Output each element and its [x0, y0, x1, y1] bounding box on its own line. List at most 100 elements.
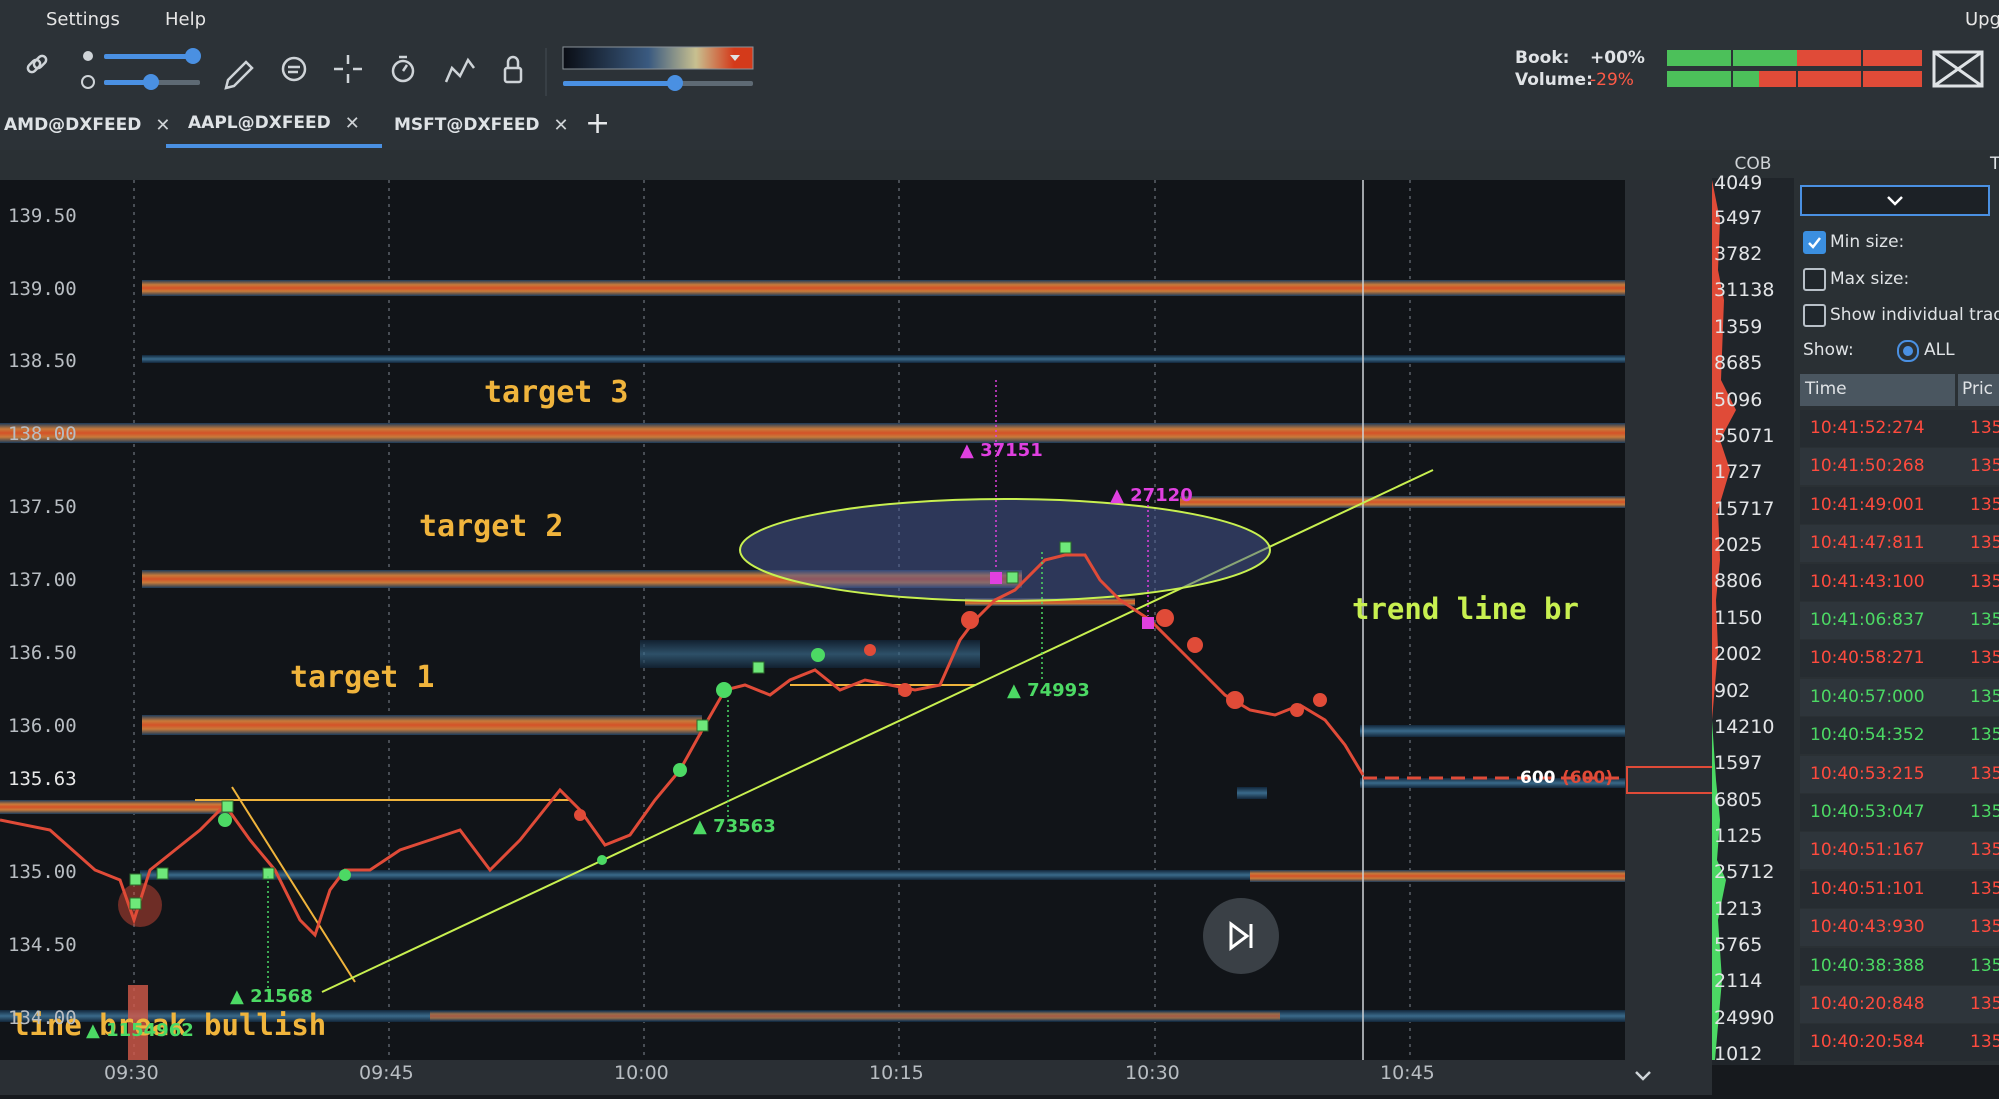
chart-header-strip	[0, 150, 1712, 180]
trade-time: 10:40:54:352	[1810, 725, 1925, 746]
trade-row[interactable]: 10:41:06:837 135	[1800, 602, 1999, 639]
cob-value: 3782	[1714, 243, 1763, 265]
toolbar-icons	[26, 46, 1984, 96]
close-icon[interactable]: ✕	[344, 112, 360, 134]
add-tab-button[interactable]: +	[585, 106, 611, 141]
column-header-time[interactable]	[1800, 374, 1955, 406]
price-tick: 138.00	[8, 423, 77, 445]
annotation-target-2[interactable]: target 2	[419, 509, 564, 544]
trade-row[interactable]: 10:40:54:352 135	[1800, 717, 1999, 755]
trade-price: 135	[1970, 994, 1999, 1014]
annotation-line-break-bullish[interactable]: line break bullish	[12, 1008, 327, 1042]
trade-row[interactable]: 10:41:50:268 135	[1800, 448, 1999, 486]
annotation-target-1[interactable]: target 1	[290, 660, 435, 695]
tab-msft[interactable]: MSFT@DXFEED ✕	[372, 102, 591, 148]
pencil-icon[interactable]	[224, 60, 254, 90]
chevron-down-icon[interactable]	[1625, 1060, 1665, 1095]
trade-time: 10:40:43:930	[1810, 917, 1925, 938]
menu-help[interactable]: Help	[165, 9, 207, 30]
tab-aapl[interactable]: AAPL@DXFEED ✕	[166, 102, 382, 148]
cob-value: 14210	[1714, 716, 1775, 738]
upgrade-link[interactable]: Upg	[1965, 9, 1999, 30]
trade-price: 135	[1970, 418, 1999, 438]
layout-icon[interactable]	[1932, 50, 1984, 88]
trade-price: 135	[1970, 494, 1999, 515]
heatmap-chart[interactable]	[0, 180, 1625, 1060]
close-icon[interactable]: ✕	[155, 114, 171, 136]
volume-label-green: ▲ 1154962	[86, 1020, 194, 1041]
trade-time: 10:40:20:584	[1810, 1032, 1925, 1053]
lock-icon[interactable]	[503, 55, 523, 84]
annotation-target-3[interactable]: target 3	[484, 375, 629, 410]
trade-row[interactable]: 10:40:51:101 135	[1800, 870, 1999, 908]
price-axis[interactable]	[1625, 180, 1712, 1060]
price-tick: 135.00	[8, 861, 77, 883]
show-individual-trades-checkbox[interactable]	[1803, 304, 1826, 327]
trade-row[interactable]: 10:41:47:811 135	[1800, 525, 1999, 563]
axis-corner	[1625, 1060, 1712, 1095]
volume-label: Volume:	[1515, 70, 1593, 90]
trade-row[interactable]: 10:40:57:000 135	[1800, 678, 1999, 716]
min-size-checkbox[interactable]	[1803, 231, 1826, 254]
menu-settings[interactable]: Settings	[46, 9, 120, 30]
volume-value: 21568	[250, 986, 313, 1007]
comment-icon[interactable]	[281, 56, 307, 82]
trade-row[interactable]: 10:40:20:848 135	[1800, 986, 1999, 1023]
close-icon[interactable]: ✕	[553, 114, 569, 136]
cob-value: 2002	[1714, 643, 1763, 665]
tab-label: MSFT@DXFEED	[394, 115, 540, 135]
trade-time: 10:40:51:167	[1810, 840, 1925, 861]
heatmap-palette-dropdown[interactable]	[562, 46, 754, 70]
volume-value: 27120	[1130, 485, 1193, 506]
cob-value: 2114	[1714, 970, 1763, 992]
column-header-price-label: Pric	[1962, 379, 1994, 399]
trade-row[interactable]: 10:40:43:930 135	[1800, 909, 1999, 947]
time-tick: 10:00	[614, 1062, 669, 1084]
trade-time: 10:41:47:811	[1810, 533, 1925, 554]
cob-value: 55071	[1714, 425, 1775, 447]
last-price: 135.63	[8, 768, 77, 790]
cob-value: 2025	[1714, 534, 1763, 556]
trade-row[interactable]: 10:41:49:001 135	[1800, 486, 1999, 524]
trade-row[interactable]: 10:40:51:167 135	[1800, 832, 1999, 870]
cob-value: 1213	[1714, 898, 1763, 920]
price-tick: 136.00	[8, 715, 77, 737]
trade-time: 10:41:50:268	[1810, 456, 1925, 477]
trade-row[interactable]: 10:41:43:100 135	[1800, 563, 1999, 601]
trade-row[interactable]: 10:40:53:215 135	[1800, 755, 1999, 793]
volume-label-magenta: ▲ 27120	[1110, 485, 1193, 506]
trade-time: 10:40:57:000	[1810, 686, 1925, 707]
max-size-checkbox[interactable]	[1803, 268, 1826, 291]
cob-value: 1125	[1714, 825, 1763, 847]
column-header-price[interactable]	[1958, 374, 1999, 406]
brightness-slider[interactable]	[104, 48, 201, 64]
timer-icon[interactable]	[391, 55, 415, 83]
time-axis[interactable]	[0, 1060, 1625, 1095]
trade-time: 10:40:58:271	[1810, 648, 1925, 669]
trade-row[interactable]: 10:40:53:047 135	[1800, 794, 1999, 831]
min-size-label: Min size:	[1830, 232, 1905, 252]
trade-time: 10:40:20:848	[1810, 994, 1925, 1014]
chevron-down-icon	[1887, 196, 1903, 206]
contrast-icon[interactable]	[81, 75, 95, 89]
crosshair-icon[interactable]	[334, 55, 362, 83]
trade-row[interactable]: 10:40:20:584 135	[1800, 1024, 1999, 1062]
contrast-slider[interactable]	[104, 74, 200, 90]
annotation-trend-line-break[interactable]: trend line br	[1352, 592, 1579, 626]
palette-slider[interactable]	[563, 75, 753, 91]
volume-value: 73563	[713, 816, 776, 837]
filter-dropdown[interactable]	[1800, 185, 1990, 216]
indicators-icon[interactable]	[444, 57, 475, 83]
volume-value: 74993	[1027, 680, 1090, 701]
cob-value: 6805	[1714, 789, 1763, 811]
volume-label-green: ▲ 21568	[230, 986, 313, 1007]
tab-amd[interactable]: AMD@DXFEED ✕	[0, 102, 192, 148]
show-all-radio[interactable]	[1897, 340, 1919, 362]
link-icon[interactable]	[26, 54, 48, 74]
brightness-icon[interactable]	[83, 51, 93, 61]
trade-row[interactable]: 10:40:58:271 135	[1800, 640, 1999, 678]
trade-row[interactable]: 10:40:38:388 135	[1800, 947, 1999, 985]
jump-to-live-button[interactable]	[1203, 898, 1279, 974]
trade-row[interactable]: 10:41:52:274 135	[1800, 410, 1999, 447]
cob-value: 5765	[1714, 934, 1763, 956]
